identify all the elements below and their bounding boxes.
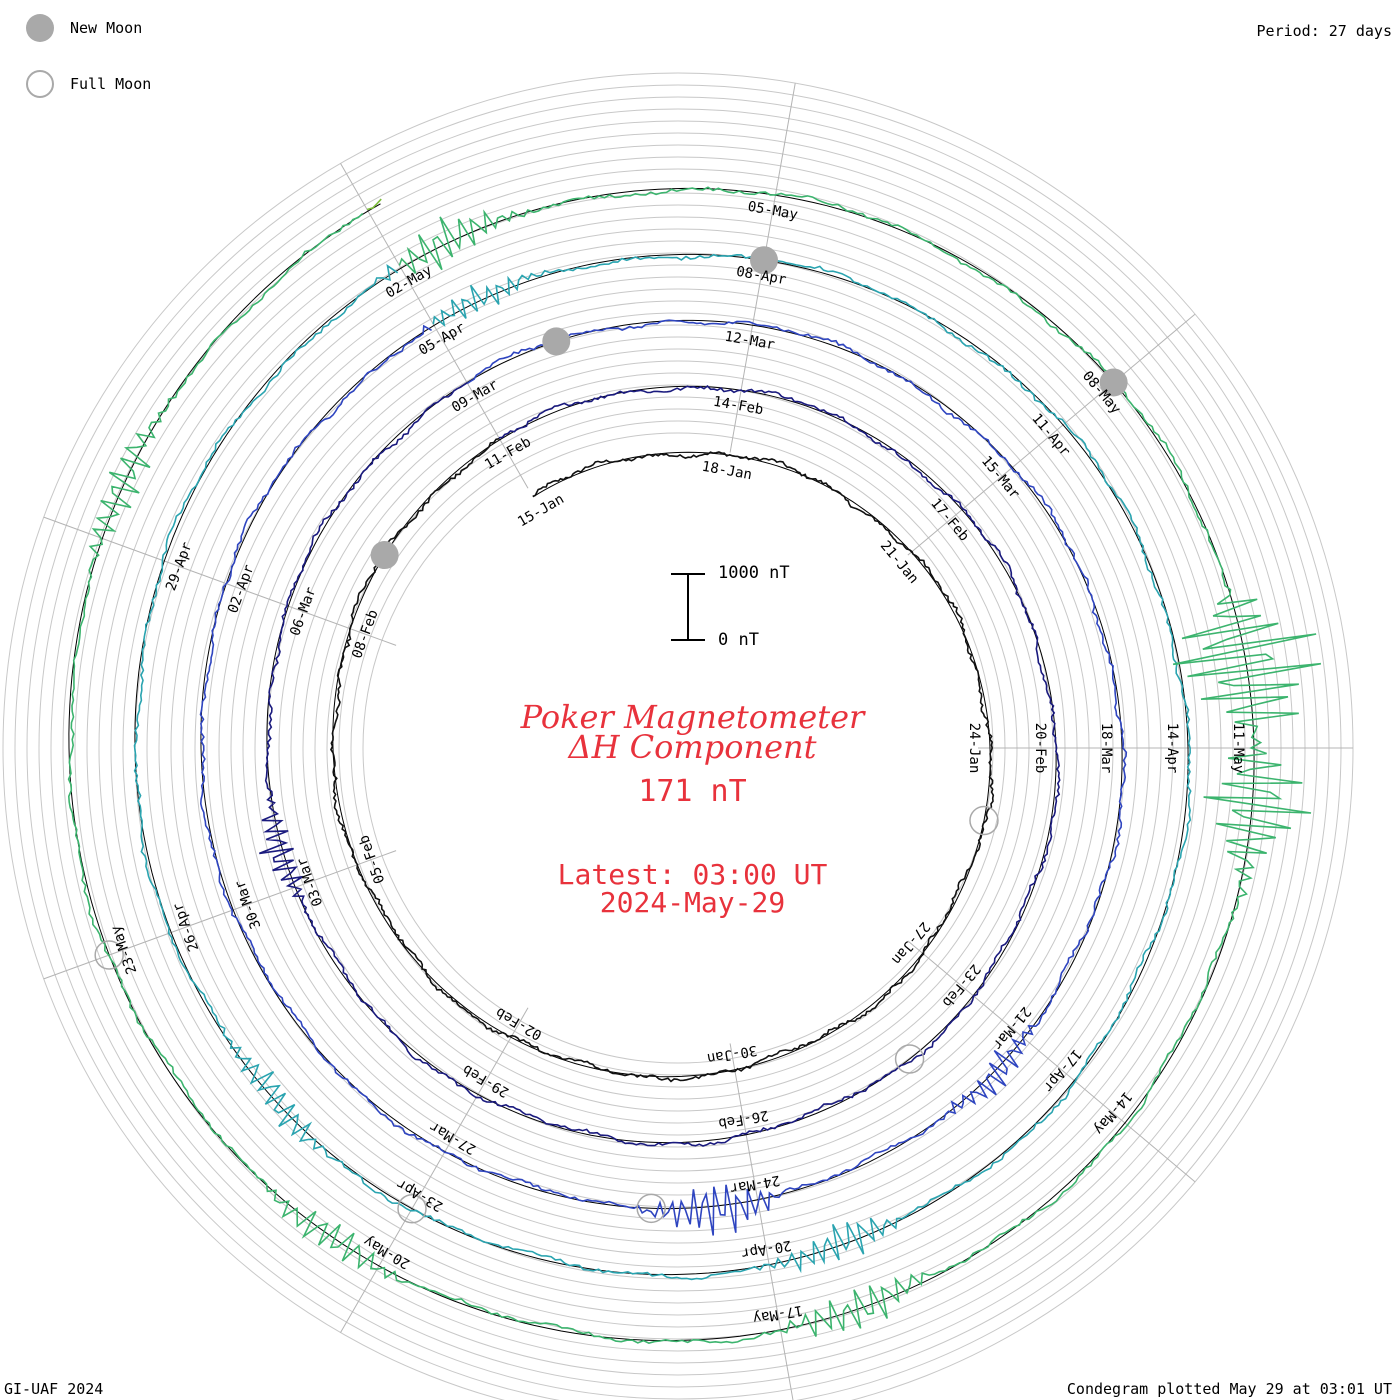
new-moon-marker <box>750 246 779 275</box>
date-label: 15-Jan <box>515 491 567 530</box>
scale-top-label: 1000 nT <box>718 563 790 583</box>
date-label: 17-Feb <box>927 496 972 545</box>
radial-spoke <box>340 1007 529 1333</box>
date-label: 14-Apr <box>1164 723 1180 774</box>
date-label: 18-Jan <box>701 459 754 484</box>
date-label: 30-Jan <box>706 1042 759 1067</box>
new-moon-icon <box>26 14 54 42</box>
full-moon-marker <box>397 1193 427 1224</box>
scale-bar <box>671 573 705 641</box>
date-label: 21-Jan <box>877 538 922 587</box>
scale-bottom-label: 0 nT <box>718 630 759 650</box>
date-label: 26-Feb <box>717 1107 770 1132</box>
date-label: 18-Mar <box>1098 723 1114 774</box>
full-moon-icon <box>26 70 54 98</box>
latest-date: 2024-May-29 <box>599 886 786 919</box>
new-moon-marker <box>542 327 571 356</box>
new-moon-label: New Moon <box>70 19 143 37</box>
date-label: 12-Mar <box>724 329 777 354</box>
full-moon-marker <box>636 1193 666 1224</box>
full-moon-marker <box>969 805 999 836</box>
date-label: 24-Mar <box>729 1172 782 1197</box>
trace-period-2 <box>259 382 1061 1147</box>
radial-spoke <box>43 516 397 646</box>
radial-spoke <box>729 1043 794 1400</box>
radial-spoke <box>907 313 1196 556</box>
date-label: 23-Feb <box>939 961 984 1010</box>
full-moon-label: Full Moon <box>70 75 152 93</box>
moon-markers <box>94 246 1128 1224</box>
new-moon-marker <box>1099 368 1128 397</box>
trace-period-1 <box>329 437 995 1083</box>
new-moon-marker <box>370 541 399 570</box>
date-label: 20-Apr <box>740 1237 793 1262</box>
date-label: 08-Feb <box>349 608 381 661</box>
radial-spoke <box>907 940 1196 1183</box>
date-label: 24-Jan <box>966 723 982 774</box>
date-label: 06-Mar <box>287 585 319 638</box>
date-label: 09-Mar <box>449 377 501 416</box>
legend-full-moon: Full Moon <box>26 68 151 100</box>
trace-period-6 <box>366 198 382 211</box>
date-label: 11-Apr <box>1028 411 1073 460</box>
date-label: 20-Feb <box>1032 723 1048 774</box>
trace-period-4 <box>133 253 1192 1281</box>
plotted-label: Condegram plotted May 29 at 03:01 UT <box>1066 1380 1392 1398</box>
date-label: 05-May <box>746 199 799 224</box>
date-label: 11-Feb <box>482 434 534 473</box>
radial-spoke <box>43 850 397 980</box>
trace-period-5 <box>67 186 1322 1344</box>
current-value: 171 nT <box>638 774 747 809</box>
full-moon-marker <box>94 940 124 970</box>
chart-subtitle: ΔH Component <box>568 728 817 766</box>
credit-label: GI-UAF 2024 <box>4 1380 104 1398</box>
date-label: 17-Apr <box>1040 1046 1085 1095</box>
legend-new-moon: New Moon <box>26 12 142 44</box>
date-label: 29-Apr <box>163 540 195 593</box>
latest-time: Latest: 03:00 UT <box>557 858 828 891</box>
full-moon-marker <box>894 1044 925 1074</box>
data-traces <box>67 186 1322 1344</box>
trace-period-3 <box>199 319 1128 1236</box>
period-label: Period: 27 days <box>1256 22 1392 40</box>
date-label: 15-Mar <box>978 453 1023 502</box>
date-label: 11-May <box>1230 723 1246 774</box>
chart-title: Poker Magnetometer <box>520 698 865 736</box>
date-label: 02-Apr <box>225 563 257 616</box>
date-label: 17-May <box>752 1302 805 1327</box>
